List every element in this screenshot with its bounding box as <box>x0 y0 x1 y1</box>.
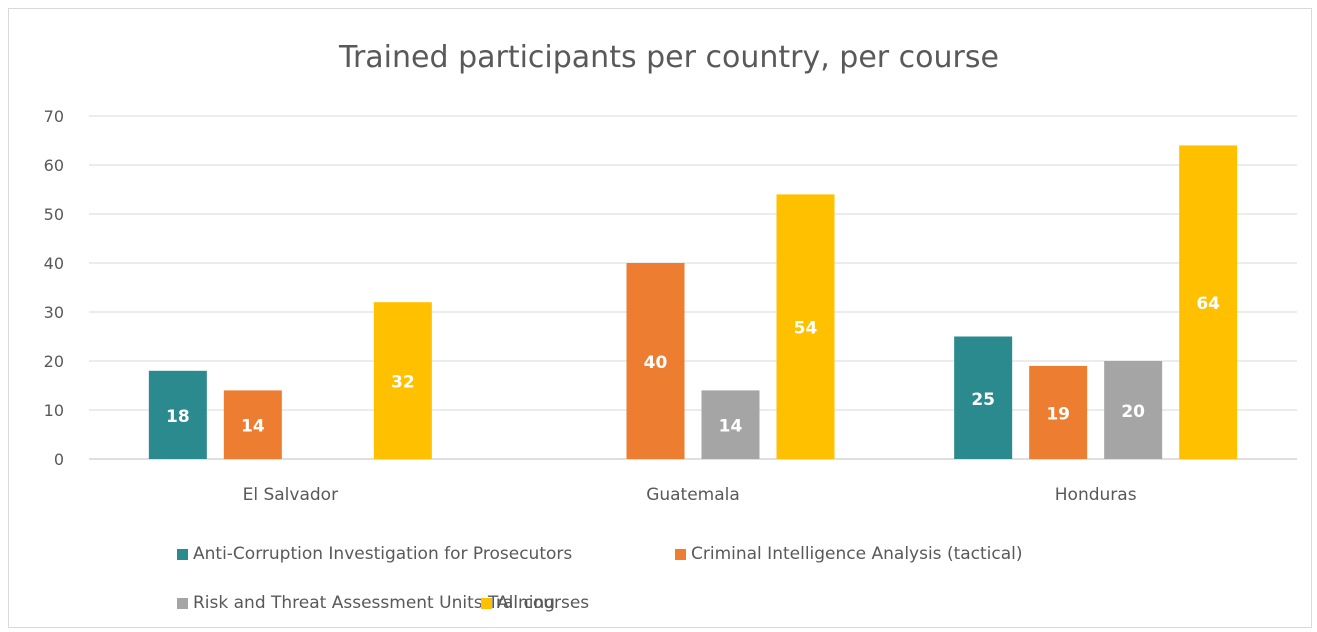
bar <box>954 336 1013 459</box>
legend-label: Anti-Corruption Investigation for Prosec… <box>193 544 573 564</box>
data-label: 14 <box>719 417 743 437</box>
data-label: 32 <box>391 373 415 393</box>
y-tick-label: 0 <box>54 450 64 469</box>
y-tick-label: 60 <box>44 156 64 175</box>
bar <box>373 302 432 459</box>
bar <box>626 263 685 459</box>
data-label: 25 <box>971 390 995 410</box>
bar <box>148 370 207 459</box>
legend-label: Criminal Intelligence Analysis (tactical… <box>691 544 1023 564</box>
legend-label: Risk and Threat Assessment Units Trainin… <box>193 593 556 613</box>
chart-container: Trained participants per country, per co… <box>8 8 1312 628</box>
bar-chart: Trained participants per country, per co… <box>44 40 1297 505</box>
legend-swatch <box>177 548 188 560</box>
data-label: 20 <box>1121 402 1145 422</box>
y-tick-label: 30 <box>44 303 64 322</box>
data-label: 40 <box>644 353 668 373</box>
bar <box>1104 361 1163 459</box>
legend-item-all-courses: All courses <box>481 593 589 613</box>
y-tick-label: 70 <box>44 107 64 126</box>
y-tick-label: 40 <box>44 254 64 273</box>
bar <box>701 390 760 459</box>
data-label: 64 <box>1196 294 1220 314</box>
data-label: 54 <box>794 319 818 339</box>
legend-swatch <box>675 548 686 560</box>
bar <box>1179 145 1238 459</box>
data-label: 19 <box>1046 404 1070 424</box>
x-tick-label: Guatemala <box>646 485 740 505</box>
y-tick-label: 10 <box>44 401 64 420</box>
bar <box>1029 365 1088 459</box>
legend-item-risk-threat: Risk and Threat Assessment Units Trainin… <box>177 593 555 613</box>
legend-swatch <box>481 597 492 609</box>
bar <box>223 390 282 459</box>
chart-title: Trained participants per country, per co… <box>338 40 999 75</box>
data-label: 14 <box>241 417 265 437</box>
x-tick-label: El Salvador <box>243 485 338 505</box>
y-tick-label: 20 <box>44 352 64 371</box>
legend-item-anti-corruption: Anti-Corruption Investigation for Prosec… <box>177 544 572 564</box>
y-tick-label: 50 <box>44 205 64 224</box>
x-tick-label: Honduras <box>1055 485 1137 505</box>
legend-item-criminal-intelligence: Criminal Intelligence Analysis (tactical… <box>675 544 1023 564</box>
bar <box>776 194 835 459</box>
legend-swatch <box>177 597 188 609</box>
legend-label: All courses <box>497 593 590 613</box>
data-label: 18 <box>166 407 190 427</box>
